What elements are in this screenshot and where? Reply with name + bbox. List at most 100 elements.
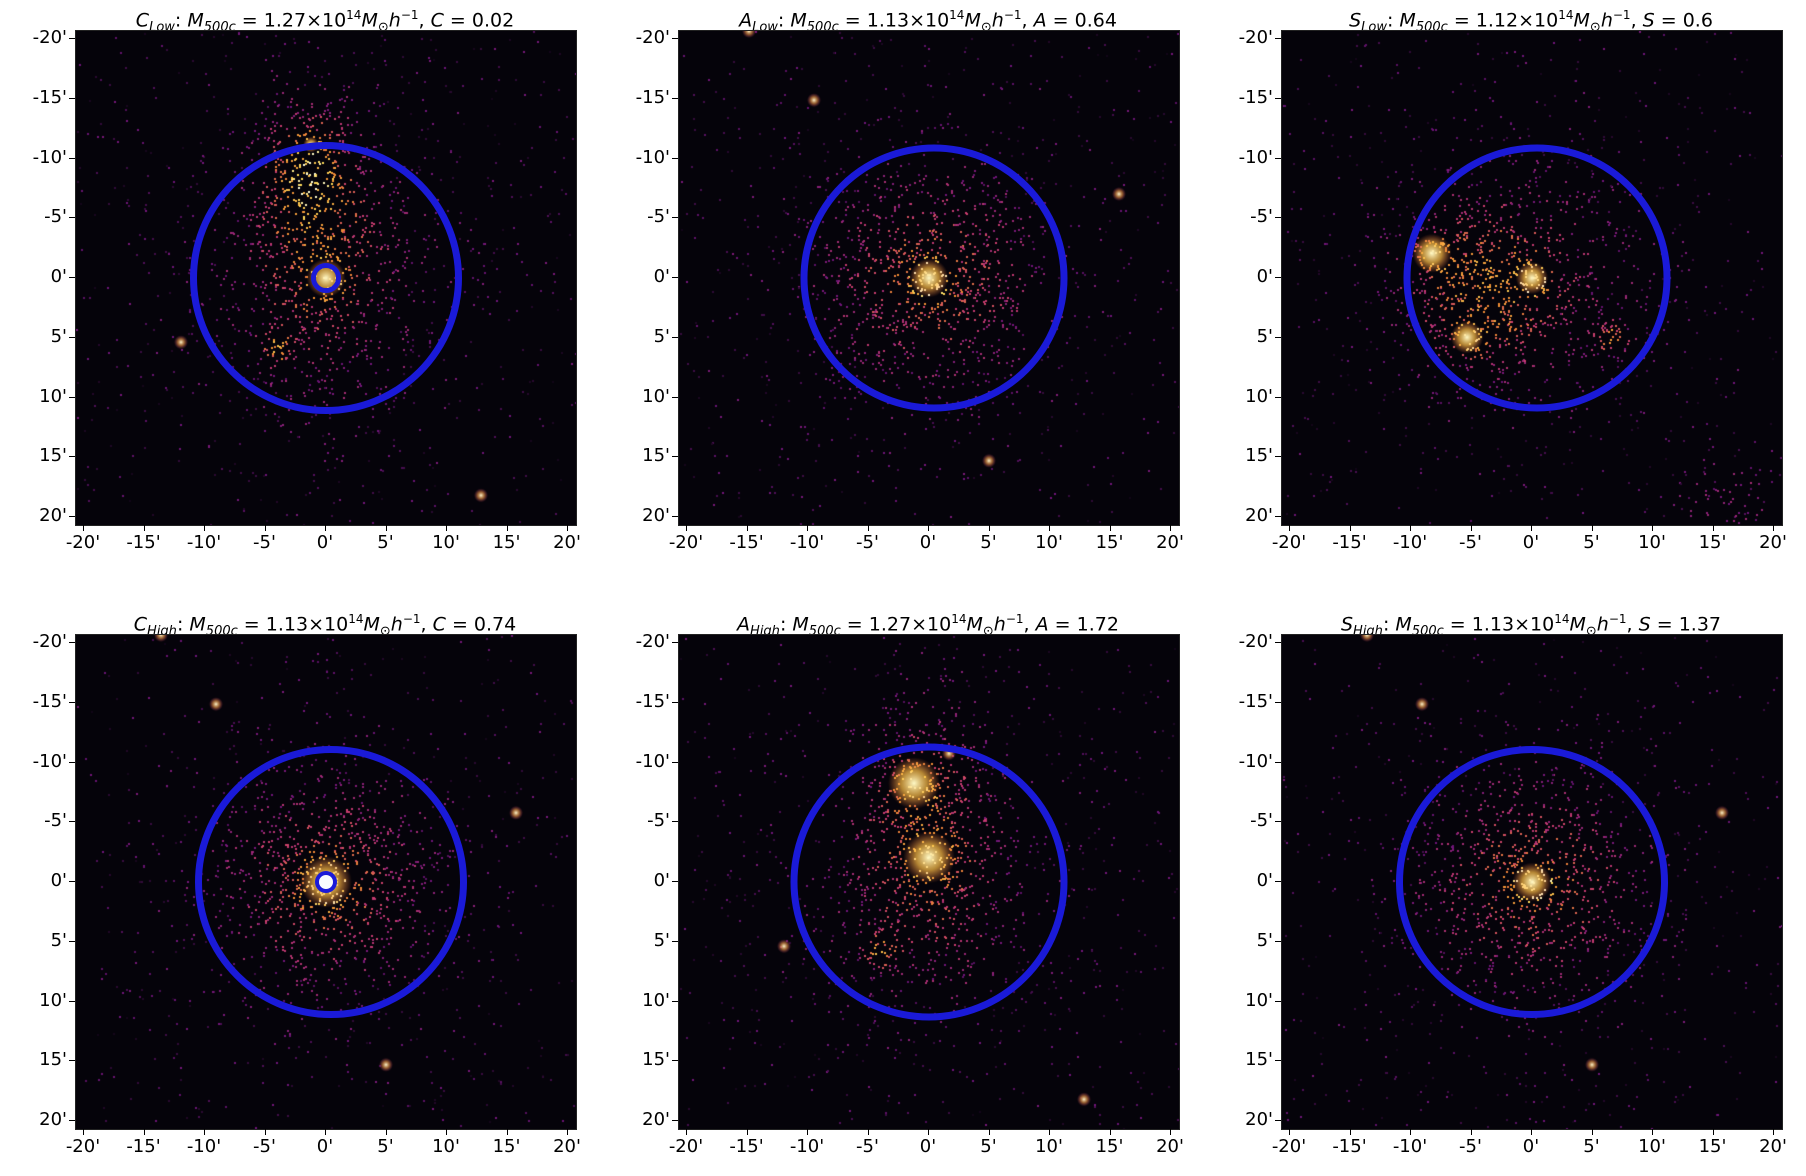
x-tick-label: 0'	[919, 532, 937, 553]
photon-map	[1282, 635, 1782, 1129]
x-tick-mark	[385, 525, 387, 531]
y-tick-label: -5'	[647, 810, 670, 832]
x-tick-mark	[1289, 1129, 1290, 1135]
x-tick-mark	[1652, 1129, 1653, 1135]
title-symbol: S	[1340, 613, 1354, 636]
y-tick-mark	[672, 1060, 678, 1062]
x-tick-label: -15'	[1332, 532, 1367, 553]
x-tick-label: 0'	[316, 1136, 334, 1157]
panel-title: SLow: M500c = 1.12×1014M⊙h−1, S = 0.6	[1349, 8, 1713, 36]
x-tick-label: 15'	[1095, 532, 1124, 553]
title-value: 0.02	[471, 9, 515, 32]
y-tick-mark	[69, 701, 75, 703]
x-tick-mark	[928, 1129, 929, 1135]
y-tick-label: 20'	[1245, 505, 1273, 526]
y-tick-label: -15'	[1238, 86, 1273, 108]
y-tick-label: 5'	[50, 325, 67, 347]
y-tick-mark	[672, 821, 678, 823]
x-tick-label: -15'	[1332, 1136, 1367, 1157]
xray-image	[75, 30, 577, 526]
y-tick-mark	[1275, 336, 1281, 338]
x-tick-label: -15'	[729, 1136, 764, 1157]
y-tick-mark	[69, 38, 75, 39]
y-tick-mark	[1275, 157, 1281, 159]
r500-ring	[790, 743, 1068, 1021]
x-tick-label: -15'	[729, 532, 764, 553]
title-symbol: A	[739, 9, 753, 32]
y-tick-label: 0'	[50, 266, 67, 287]
y-tick-mark	[672, 217, 678, 219]
y-tick-mark	[1275, 217, 1281, 219]
x-tick-mark	[1109, 1129, 1111, 1135]
x-tick-label: -10'	[186, 532, 222, 553]
title-value: 1.37	[1678, 613, 1721, 636]
x-tick-mark	[143, 525, 145, 531]
y-tick-label: 20'	[1245, 1109, 1273, 1130]
x-tick-mark	[1049, 525, 1050, 531]
x-tick-label: -5'	[856, 532, 879, 553]
y-tick-label: 0'	[653, 266, 670, 287]
y-tick-mark	[1275, 701, 1281, 703]
x-tick-mark	[1531, 525, 1532, 531]
y-tick-label: 15'	[39, 1049, 67, 1071]
title-exponent: 14	[949, 8, 965, 22]
x-tick-mark	[1349, 525, 1351, 531]
y-tick-label: 0'	[653, 870, 670, 891]
y-tick-label: -20'	[32, 27, 67, 48]
x-tick-mark	[1652, 525, 1653, 531]
y-tick-mark	[672, 642, 678, 643]
y-tick-label: -20'	[32, 631, 67, 652]
x-tick-mark	[1410, 1129, 1411, 1135]
y-tick-label: 10'	[642, 385, 670, 407]
title-mass: 1.27	[263, 9, 307, 32]
x-tick-mark	[1773, 1129, 1774, 1135]
x-tick-mark	[83, 1129, 84, 1135]
xray-image	[1281, 30, 1783, 526]
y-tick-mark	[672, 701, 678, 703]
y-tick-label: 15'	[642, 445, 670, 467]
x-tick-mark	[567, 1129, 568, 1135]
y-tick-label: -10'	[32, 750, 67, 772]
y-tick-label: 15'	[39, 445, 67, 467]
x-tick-label: 10'	[1638, 532, 1666, 553]
x-tick-mark	[807, 525, 808, 531]
x-tick-label: 20'	[1156, 532, 1184, 553]
y-tick-mark	[1275, 642, 1281, 643]
y-tick-mark	[1275, 456, 1281, 458]
y-tick-mark	[672, 38, 678, 39]
y-tick-label: 10'	[1245, 989, 1273, 1011]
x-tick-mark	[1049, 1129, 1050, 1135]
y-tick-label: 10'	[642, 989, 670, 1011]
y-tick-mark	[69, 277, 75, 278]
x-tick-label: 20'	[1759, 532, 1787, 553]
y-tick-label: -5'	[44, 206, 67, 228]
y-tick-label: 5'	[1256, 929, 1273, 951]
y-tick-mark	[672, 336, 678, 338]
x-tick-mark	[1591, 525, 1593, 531]
x-tick-label: 20'	[553, 532, 581, 553]
y-tick-label: 20'	[39, 505, 67, 526]
title-param: S	[1638, 613, 1651, 636]
x-tick-label: 10'	[1035, 532, 1063, 553]
y-tick-mark	[69, 642, 75, 643]
x-tick-label: 15'	[1698, 532, 1727, 553]
title-param: A	[1033, 9, 1047, 32]
x-tick-mark	[325, 525, 326, 531]
y-tick-mark	[69, 157, 75, 159]
y-tick-label: -10'	[635, 750, 670, 772]
x-tick-mark	[746, 525, 748, 531]
y-tick-mark	[69, 456, 75, 458]
y-tick-label: -20'	[1238, 27, 1273, 48]
title-symbol: A	[737, 613, 751, 636]
x-tick-label: 0'	[1522, 1136, 1540, 1157]
x-tick-mark	[746, 1129, 748, 1135]
x-tick-label: 20'	[1156, 1136, 1184, 1157]
x-tick-mark	[204, 1129, 205, 1135]
y-tick-label: -15'	[32, 86, 67, 108]
x-tick-label: 5'	[1583, 532, 1600, 553]
y-tick-mark	[672, 396, 678, 398]
title-value: 0.64	[1074, 9, 1117, 32]
photon-map	[1282, 31, 1782, 525]
title-param: A	[1035, 613, 1049, 636]
y-tick-mark	[672, 881, 678, 882]
